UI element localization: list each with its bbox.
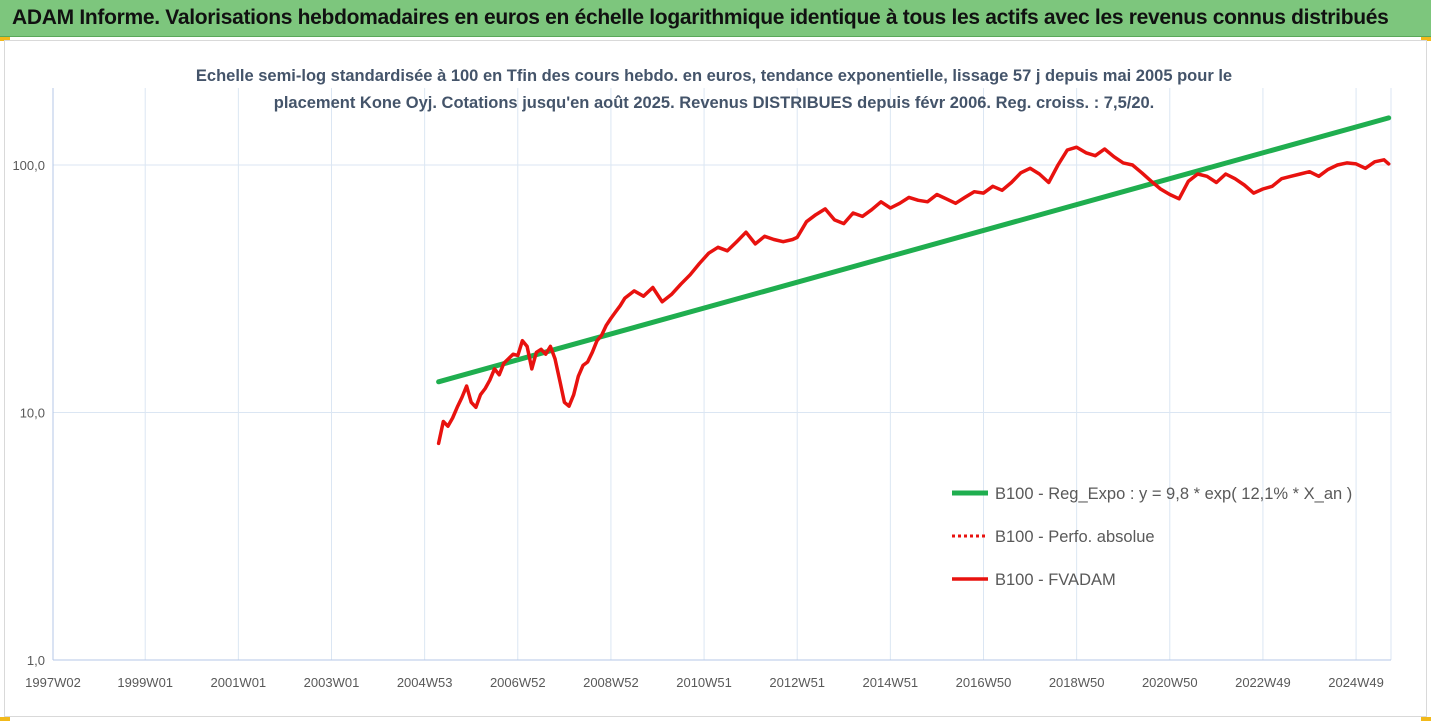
x-tick-label: 2004W53	[397, 675, 453, 690]
chart-title: Echelle semi-log standardisée à 100 en T…	[196, 67, 1232, 112]
series	[436, 115, 1392, 446]
x-tick-label: 2020W50	[1142, 675, 1198, 690]
y-tick-label: 100,0	[12, 158, 45, 173]
x-tick-label: 2016W50	[956, 675, 1012, 690]
y-tick-label: 10,0	[20, 406, 45, 421]
x-tick-label: 2008W52	[583, 675, 639, 690]
report-title: ADAM Informe. Valorisations hebdomadaire…	[12, 6, 1389, 29]
corner-marker	[0, 37, 10, 41]
corner-marker	[1421, 37, 1431, 41]
legend: B100 - Reg_Expo : y = 9,8 * exp( 12,1% *…	[952, 485, 1352, 589]
x-tick-label: 2014W51	[863, 675, 919, 690]
axes: 1,0 10,0 100,0 1997W02 1999W01 2001W01 2003W01…	[12, 88, 1391, 690]
x-tick-label: 2022W49	[1235, 675, 1291, 690]
chart-frame	[4, 40, 1427, 717]
chart-title-line: Echelle semi-log standardisée à 100 en T…	[196, 67, 1232, 85]
report-banner: ADAM Informe. Valorisations hebdomadaire…	[0, 0, 1431, 37]
x-tick-label: 2012W51	[769, 675, 825, 690]
fvadam-line	[436, 145, 1391, 446]
regression-line	[436, 115, 1392, 385]
x-tick-label: 1999W01	[117, 675, 173, 690]
corner-marker	[0, 717, 10, 721]
x-tick-label: 2001W01	[211, 675, 267, 690]
legend-label: B100 - FVADAM	[995, 571, 1116, 589]
legend-label: B100 - Reg_Expo : y = 9,8 * exp( 12,1% *…	[995, 485, 1352, 503]
x-tick-label: 2024W49	[1328, 675, 1384, 690]
chart-title-line: placement Kone Oyj. Cotations jusqu'en a…	[274, 94, 1155, 112]
x-tick-label: 2010W51	[676, 675, 732, 690]
x-tick-label: 2003W01	[304, 675, 360, 690]
grid-lines	[53, 88, 1392, 660]
corner-marker	[1421, 717, 1431, 721]
x-tick-label: 1997W02	[25, 675, 81, 690]
x-tick-label: 2018W50	[1049, 675, 1105, 690]
y-tick-label: 1,0	[27, 653, 45, 668]
legend-label: B100 - Perfo. absolue	[995, 528, 1155, 546]
x-tick-label: 2006W52	[490, 675, 546, 690]
